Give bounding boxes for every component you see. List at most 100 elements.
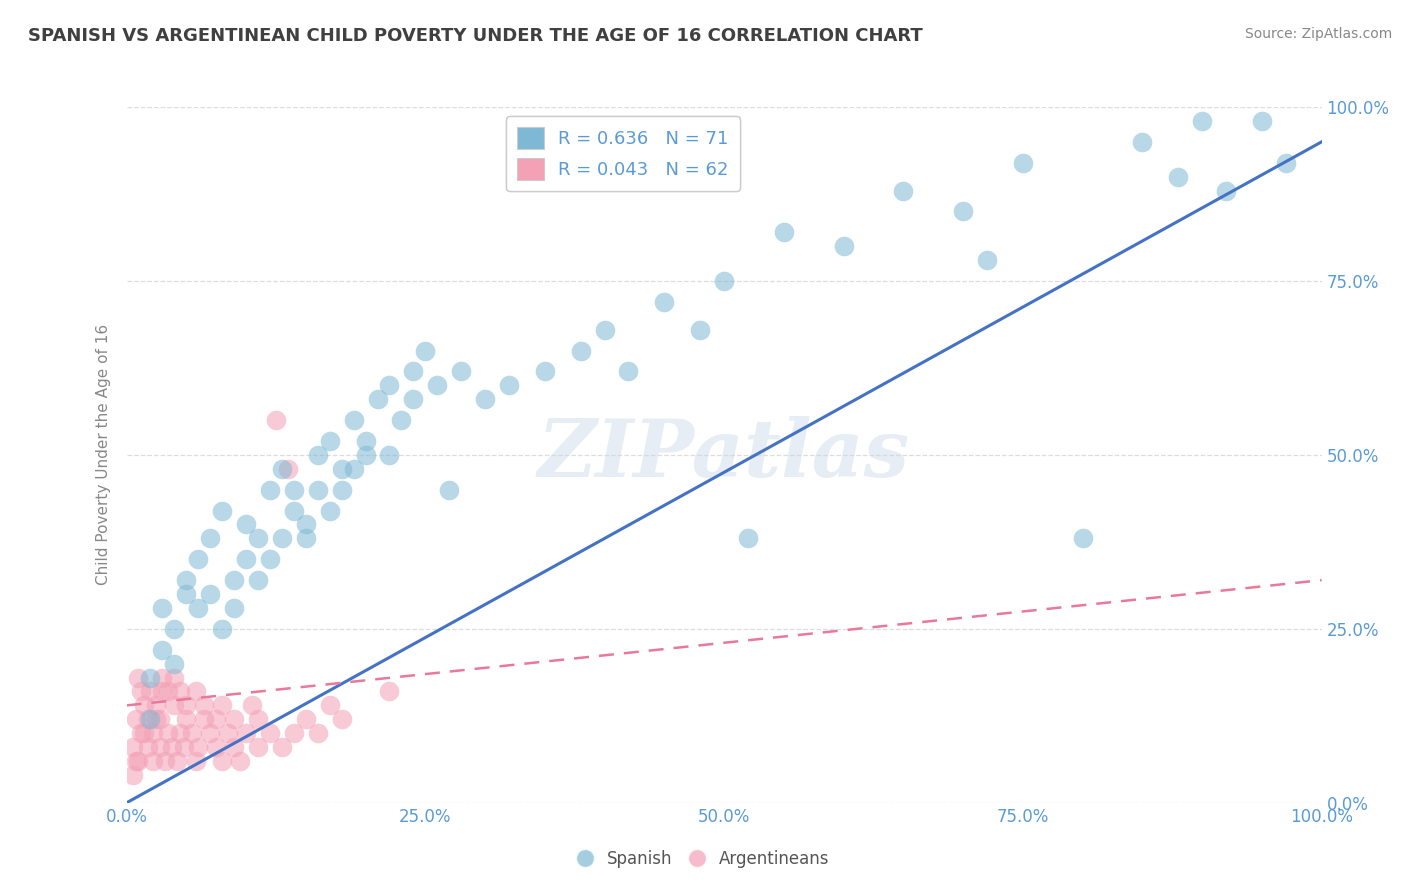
Point (1250, 114, 1272, 128)
Point (211, 503, 233, 517)
Point (153, 754, 176, 768)
Point (617, 364, 640, 378)
Legend: Spanish, Argentineans: Spanish, Argentineans (569, 844, 837, 875)
Point (294, 712, 316, 726)
Point (205, 712, 228, 726)
Point (142, 726, 165, 740)
Point (318, 503, 342, 517)
Point (150, 601, 174, 615)
Point (125, 712, 148, 726)
Point (163, 622, 186, 636)
Point (378, 378, 401, 392)
Point (169, 684, 191, 698)
Point (150, 671, 174, 685)
Point (283, 503, 305, 517)
Point (160, 740, 183, 755)
Point (163, 698, 186, 713)
Point (136, 740, 159, 755)
Point (294, 532, 316, 546)
Point (187, 601, 209, 615)
Point (125, 754, 148, 768)
Point (193, 712, 215, 726)
Point (121, 740, 143, 755)
Point (150, 684, 174, 698)
Point (184, 684, 207, 698)
Point (307, 483, 329, 497)
Point (474, 392, 496, 407)
Point (498, 378, 520, 392)
Point (174, 698, 197, 713)
Point (247, 740, 270, 755)
Point (264, 413, 287, 427)
Point (149, 712, 172, 726)
Point (1011, 155, 1033, 169)
Point (413, 343, 436, 358)
Point (378, 684, 401, 698)
Point (426, 378, 449, 392)
Point (211, 698, 233, 713)
Point (652, 294, 675, 309)
Point (166, 754, 188, 768)
Point (270, 532, 294, 546)
Point (354, 448, 377, 462)
Point (200, 587, 222, 601)
Point (222, 712, 246, 726)
Point (391, 413, 413, 427)
Point (247, 573, 270, 587)
Point (157, 684, 180, 698)
Point (593, 323, 616, 337)
Text: Source: ZipAtlas.com: Source: ZipAtlas.com (1244, 27, 1392, 41)
Point (952, 204, 974, 219)
Point (150, 642, 174, 657)
Point (229, 754, 252, 768)
Legend: R = 0.636   N = 71, R = 0.043   N = 62: R = 0.636 N = 71, R = 0.043 N = 62 (506, 116, 740, 191)
Point (307, 726, 329, 740)
Point (533, 364, 555, 378)
Point (1167, 169, 1189, 184)
Point (330, 462, 353, 476)
Point (205, 740, 228, 755)
Point (402, 392, 425, 407)
Point (737, 532, 759, 546)
Point (200, 726, 222, 740)
Y-axis label: Child Poverty Under the Age of 16: Child Poverty Under the Age of 16 (96, 325, 111, 585)
Point (173, 740, 195, 755)
Point (149, 740, 172, 755)
Point (891, 184, 914, 198)
Point (1071, 532, 1094, 546)
Point (163, 671, 186, 685)
Point (127, 754, 149, 768)
Point (222, 601, 246, 615)
Point (247, 532, 270, 546)
Point (307, 448, 329, 462)
Point (773, 225, 796, 239)
Point (184, 754, 207, 768)
Point (145, 712, 167, 726)
Point (1274, 155, 1296, 169)
Point (145, 698, 167, 713)
Point (142, 754, 165, 768)
Point (1130, 135, 1153, 149)
Point (217, 726, 239, 740)
Point (139, 684, 162, 698)
Point (259, 552, 281, 566)
Point (402, 364, 425, 378)
Point (439, 483, 461, 497)
Point (139, 671, 162, 685)
Text: ZIPatlas: ZIPatlas (538, 417, 910, 493)
Point (283, 726, 305, 740)
Point (211, 754, 233, 768)
Point (240, 698, 263, 713)
Point (134, 726, 156, 740)
Point (294, 517, 316, 532)
Point (136, 712, 159, 726)
Point (247, 712, 270, 726)
Point (318, 434, 342, 448)
Point (222, 740, 246, 755)
Point (127, 671, 149, 685)
Point (832, 239, 855, 253)
Point (169, 726, 191, 740)
Point (378, 448, 401, 462)
Point (713, 274, 735, 288)
Point (200, 532, 222, 546)
